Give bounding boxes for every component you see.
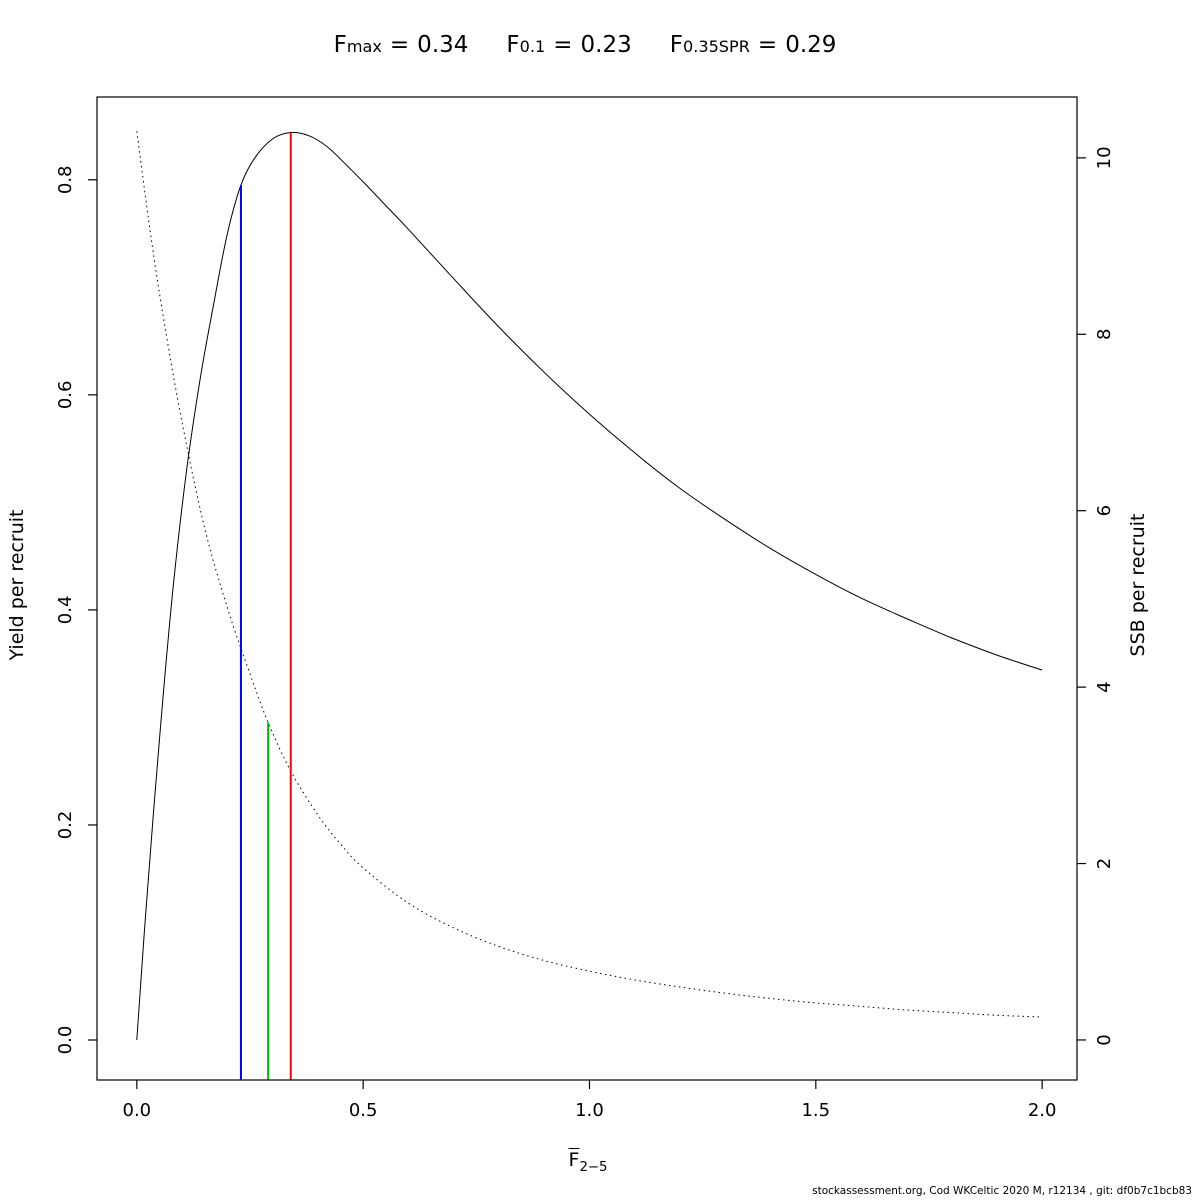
y-left-tick-label: 0.6: [55, 381, 76, 410]
y-right-tick-label: 0: [1094, 1034, 1115, 1045]
x-tick-label: 2.0: [1028, 1100, 1057, 1121]
x-axis-title: F2−5: [568, 1149, 608, 1174]
y-left-tick-label: 0.2: [55, 811, 76, 840]
y-right-tick-label: 10: [1094, 146, 1115, 169]
f-label: F: [669, 32, 683, 58]
equals-sign: =: [389, 32, 410, 58]
y-left-tick-label: 0.8: [55, 165, 76, 194]
equals-sign: =: [757, 32, 778, 58]
yield-per-recruit-curve: [136, 131, 1043, 1041]
f-value: 0.23: [580, 32, 632, 58]
x-tick-label: 1.5: [801, 1100, 830, 1121]
y-axis-title-left: Yield per recruit: [6, 509, 28, 661]
f01-annotation: F 0.1 = 0.23: [506, 32, 632, 58]
equals-sign: =: [553, 32, 573, 58]
y-left-tick-label: 0.0: [55, 1026, 76, 1055]
fbar-label: F: [568, 1149, 580, 1171]
f-value: 0.34: [417, 32, 469, 58]
f-value: 0.29: [785, 32, 837, 58]
y-left-tick-label: 0.4: [55, 596, 76, 625]
fbar-subscript: 2−5: [579, 1159, 608, 1175]
x-tick-label: 1.0: [575, 1100, 604, 1121]
f035spr-annotation: F 0.35SPR = 0.29: [669, 32, 837, 58]
x-tick-label: 0.5: [349, 1100, 378, 1121]
y-right-tick-label: 8: [1094, 329, 1115, 340]
f-label: F: [506, 32, 520, 58]
ssb-per-recruit-curve: [136, 131, 1043, 1018]
y-right-tick-label: 2: [1094, 858, 1115, 869]
plot-border: [96, 96, 1078, 1081]
f-label: F: [333, 32, 347, 58]
y-axis-title-right: SSB per recruit: [1127, 513, 1149, 657]
x-tick-label: 0.0: [123, 1100, 152, 1121]
y-right-tick-label: 4: [1094, 681, 1115, 692]
y-right-tick-label: 6: [1094, 505, 1115, 516]
footer-credit: stockassessment.org, Cod WKCeltic 2020 M…: [812, 1185, 1192, 1197]
